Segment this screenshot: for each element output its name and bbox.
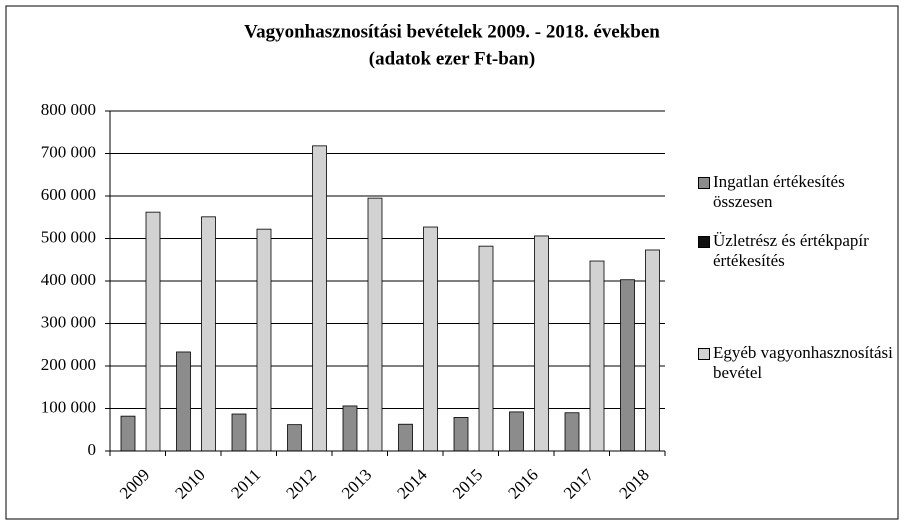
bar (231, 413, 247, 452)
bar (367, 197, 383, 452)
y-tick-label: 0 (88, 440, 97, 459)
bar (564, 412, 580, 452)
bar (509, 411, 524, 452)
bar (589, 260, 605, 452)
bar (534, 235, 549, 452)
bar (342, 405, 358, 452)
y-tick-label: 500 000 (41, 227, 96, 246)
bar (453, 417, 469, 452)
bar (145, 211, 161, 452)
bar (287, 424, 302, 452)
bar (176, 351, 191, 452)
legend-item: Egyéb vagyonhasznosítási bevétel (698, 343, 893, 383)
y-tick-label: 400 000 (41, 270, 96, 289)
legend-label: Egyéb vagyonhasznosítási bevétel (713, 343, 893, 382)
legend-item: Üzletrész és értékpapír értékesítés (698, 231, 893, 271)
bar (201, 216, 216, 452)
legend-swatch (698, 348, 710, 360)
bar (645, 249, 660, 452)
legend-item: Ingatlan értékesítés összesen (698, 172, 893, 212)
legend-swatch (698, 177, 710, 189)
y-tick-label: 200 000 (41, 355, 96, 374)
y-tick-label: 800 000 (41, 100, 96, 119)
bar (398, 423, 413, 452)
chart-subtitle: (adatok ezer Ft-ban) (369, 48, 535, 69)
chart-title: Vagyonhasznosítási bevételek 2009. - 201… (244, 21, 660, 42)
y-tick-label: 100 000 (41, 397, 96, 416)
bar (312, 145, 327, 452)
bar (478, 245, 494, 452)
bar (620, 279, 635, 452)
y-tick-label: 300 000 (41, 312, 96, 331)
bar (423, 226, 438, 452)
legend-label: Üzletrész és értékpapír értékesítés (713, 231, 869, 270)
legend-swatch (698, 236, 710, 248)
y-tick-label: 600 000 (41, 185, 96, 204)
legend-label: Ingatlan értékesítés összesen (713, 172, 845, 211)
bar (256, 228, 272, 452)
bar (120, 415, 136, 452)
y-tick-label: 700 000 (41, 142, 96, 161)
